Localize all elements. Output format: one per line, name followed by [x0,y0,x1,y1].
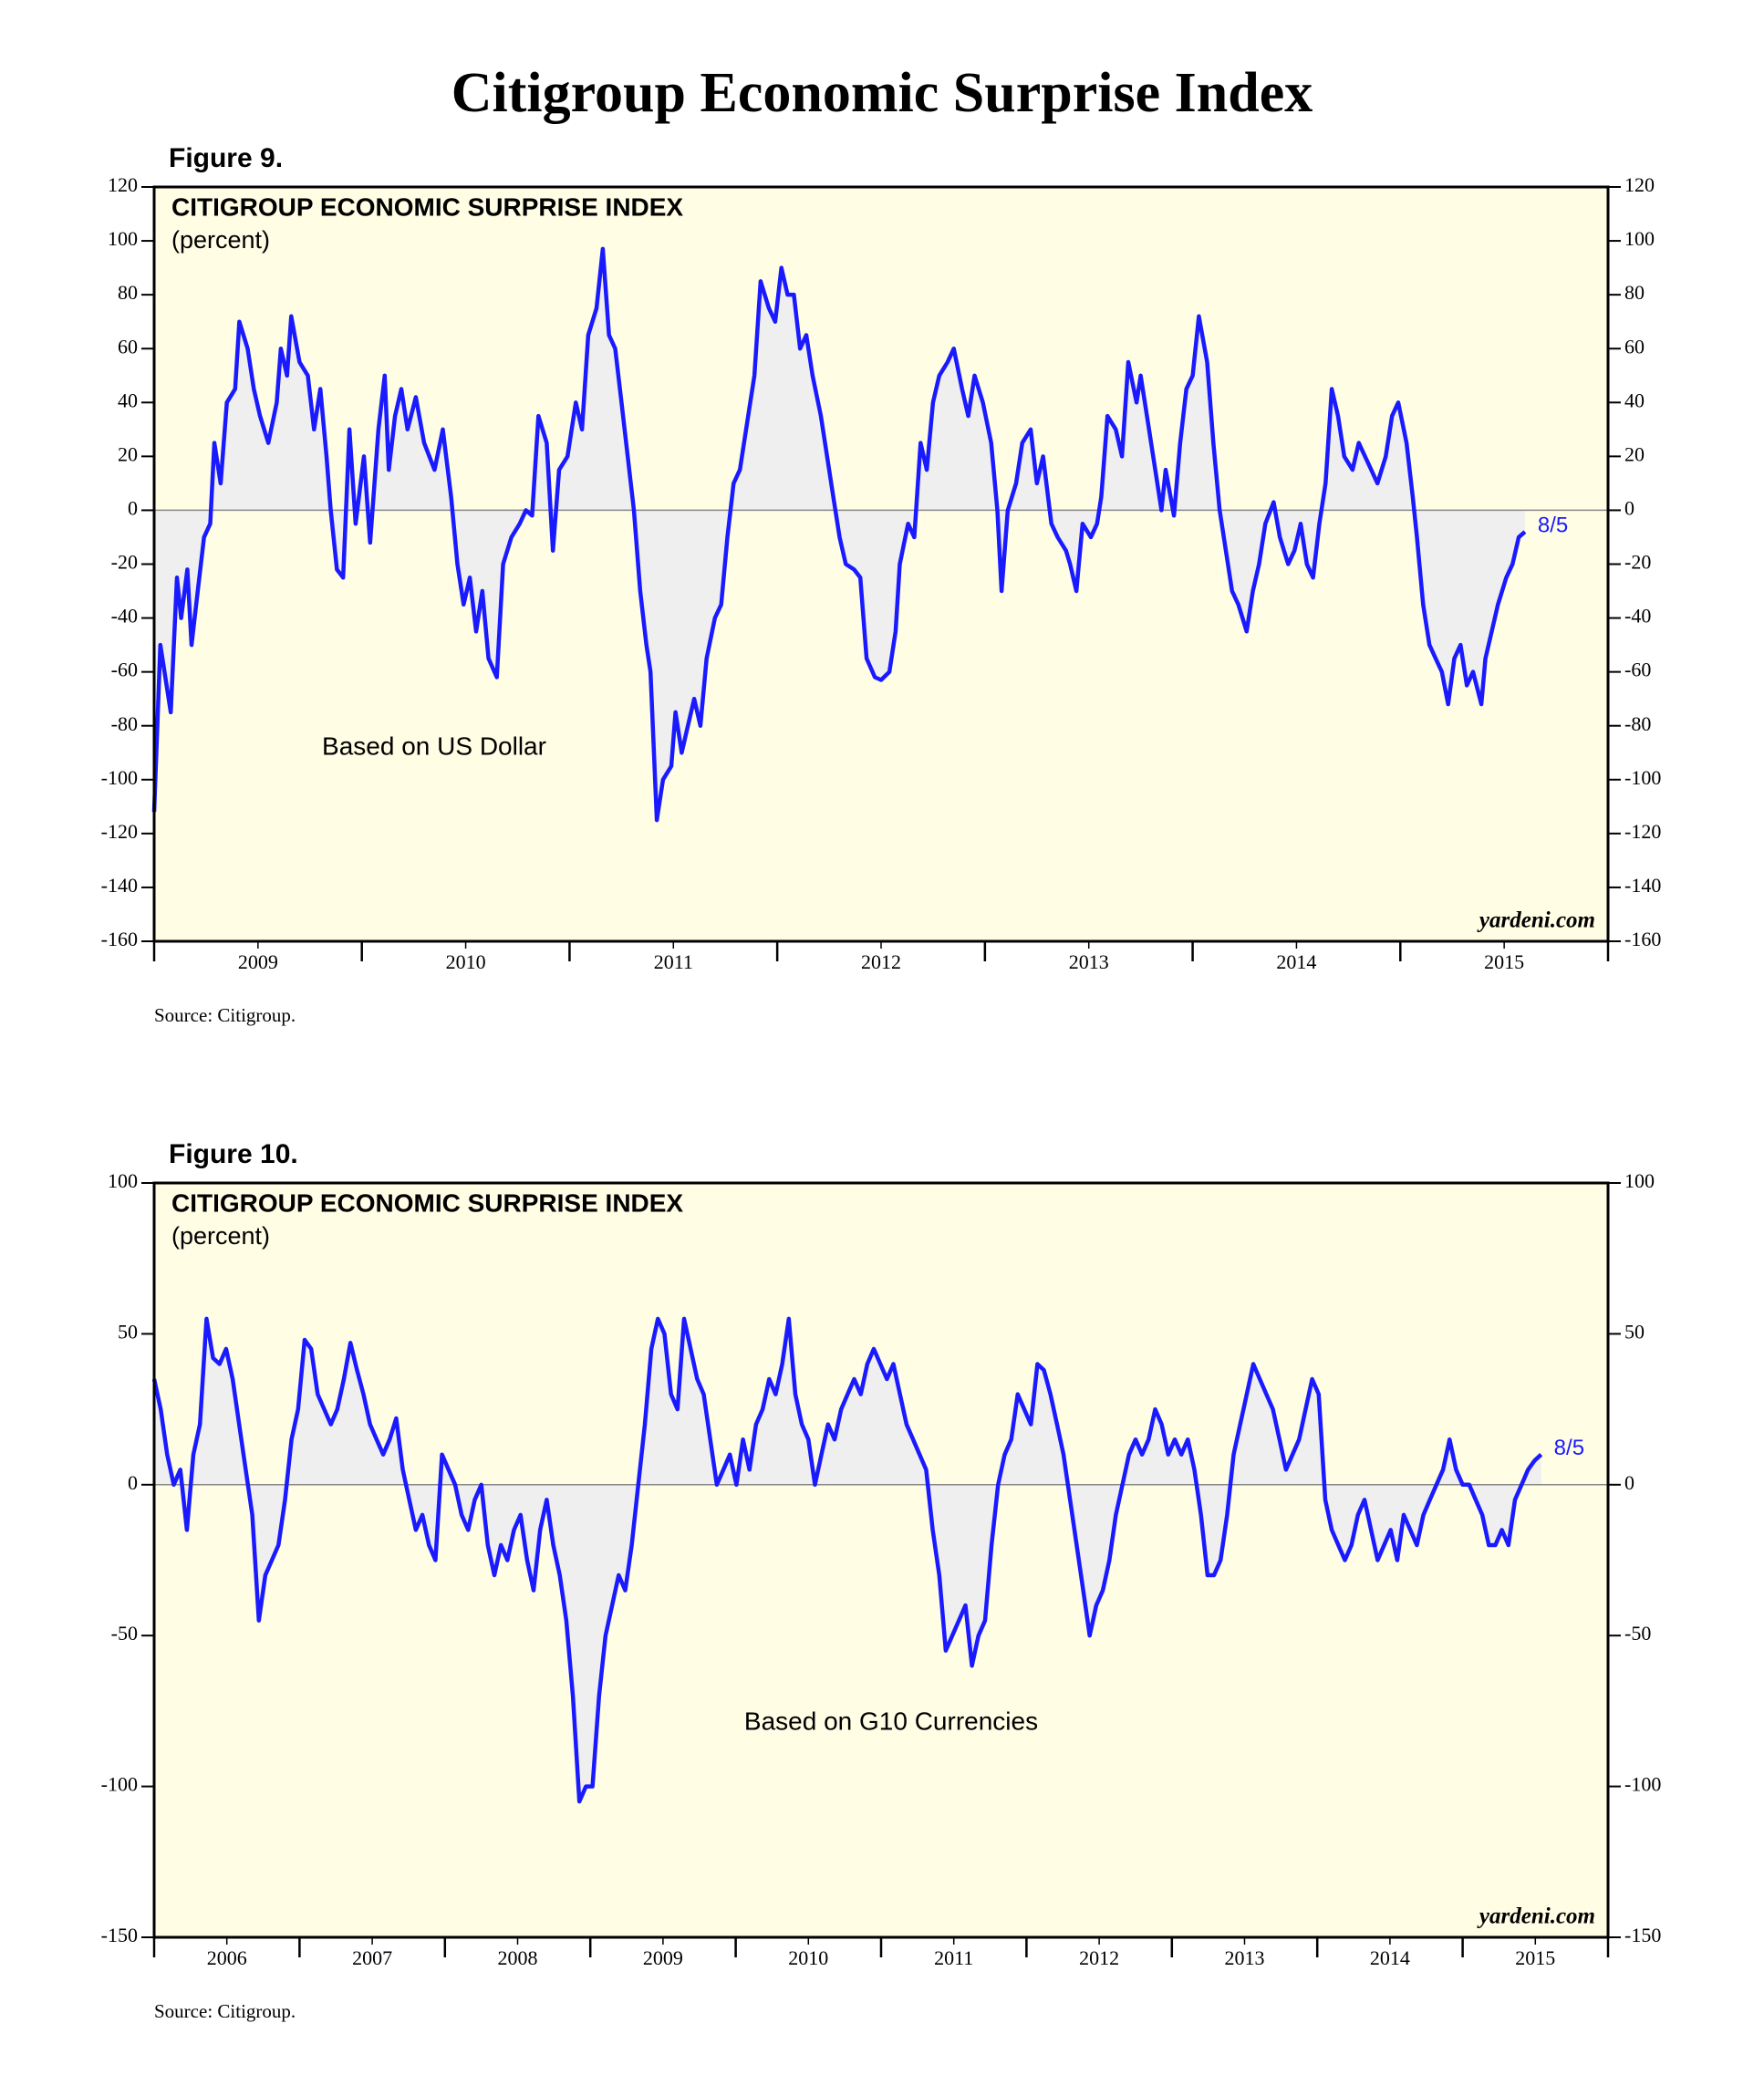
y-tick-label-right: 100 [1624,227,1655,250]
y-tick-label-right: 80 [1624,281,1645,304]
y-tick-label: 40 [118,389,138,411]
x-tick-label: 2012 [1079,1946,1119,1969]
x-tick-label: 2010 [788,1946,828,1969]
y-tick-label-right: 0 [1624,1471,1634,1494]
plot-background [154,1183,1608,1937]
x-tick-label: 2014 [1370,1946,1410,1969]
y-tick-label: -100 [101,1773,138,1796]
x-tick-label: 2011 [654,950,693,973]
data-line [151,1316,1543,1804]
y-tick-label: 20 [118,442,138,465]
figure-label: Figure 10. [169,1139,298,1169]
watermark: yardeni.com [1477,908,1595,933]
y-tick-label: -120 [101,820,138,843]
y-tick-label-right: -100 [1624,766,1661,789]
y-tick-label: -60 [111,659,138,681]
y-tick-label: -160 [101,928,138,950]
y-tick-label: -40 [111,605,138,628]
y-tick-label-right: 100 [1624,1169,1655,1192]
x-tick-label: 2009 [238,950,278,973]
figure-label: Figure 9. [169,143,283,173]
x-tick-label: 2006 [207,1946,247,1969]
x-tick-label: 2015 [1515,1946,1555,1969]
y-tick-label: -20 [111,551,138,574]
y-tick-label-right: -80 [1624,712,1651,735]
y-tick-label: -80 [111,712,138,735]
data-line [151,246,1527,823]
y-tick-label: 0 [128,1471,138,1494]
y-tick-label: 120 [108,173,138,196]
y-tick-label-right: 40 [1624,389,1645,411]
x-tick-label: 2013 [1225,1946,1265,1969]
chart-title: CITIGROUP ECONOMIC SURPRISE INDEX [171,192,683,221]
end-label: 8/5 [1554,1436,1584,1460]
y-tick-label-right: -140 [1624,874,1661,897]
chart-subtitle: (percent) [171,1222,270,1250]
y-tick-label: 80 [118,281,138,304]
y-tick-label: 0 [128,496,138,519]
x-tick-label: 2015 [1484,950,1524,973]
y-tick-label-right: 0 [1624,496,1634,519]
y-tick-label: -150 [101,1924,138,1946]
y-tick-label-right: 60 [1624,335,1645,358]
y-tick-label-right: 20 [1624,442,1645,465]
x-tick-label: 2010 [446,950,486,973]
source: Source: Citigroup. [154,1004,296,1026]
watermark: yardeni.com [1477,1904,1595,1929]
page-title: Citigroup Economic Surprise Index [451,62,1313,124]
y-tick-label-right: 50 [1624,1320,1645,1343]
y-tick-label-right: -150 [1624,1924,1661,1946]
y-tick-label-right: -20 [1624,551,1651,574]
y-tick-label: -50 [111,1622,138,1645]
end-label: 8/5 [1538,513,1568,537]
y-tick-label-right: -120 [1624,820,1661,843]
chart-title: CITIGROUP ECONOMIC SURPRISE INDEX [171,1188,683,1217]
y-tick-label-right: -160 [1624,928,1661,950]
x-tick-label: 2012 [861,950,901,973]
y-tick-label-right: -40 [1624,605,1651,628]
y-tick-label: -100 [101,766,138,789]
annotation: Based on US Dollar [322,732,546,760]
x-tick-label: 2008 [498,1946,538,1969]
x-tick-label: 2011 [934,1946,973,1969]
x-tick-label: 2007 [352,1946,392,1969]
y-tick-label-right: -60 [1624,659,1651,681]
y-tick-label: 100 [108,1169,138,1192]
x-tick-label: 2013 [1069,950,1109,973]
annotation: Based on G10 Currencies [744,1707,1038,1735]
area-fill [154,1318,1541,1802]
y-tick-label-right: -100 [1624,1773,1661,1796]
y-tick-label: 100 [108,227,138,250]
y-tick-label: -140 [101,874,138,897]
y-tick-label: 60 [118,335,138,358]
x-tick-label: 2014 [1276,950,1316,973]
source: Source: Citigroup. [154,2000,296,2022]
y-tick-label-right: -50 [1624,1622,1651,1645]
chart-subtitle: (percent) [171,226,270,254]
y-tick-label-right: 120 [1624,173,1655,196]
x-tick-label: 2009 [643,1946,683,1969]
y-tick-label: 50 [118,1320,138,1343]
